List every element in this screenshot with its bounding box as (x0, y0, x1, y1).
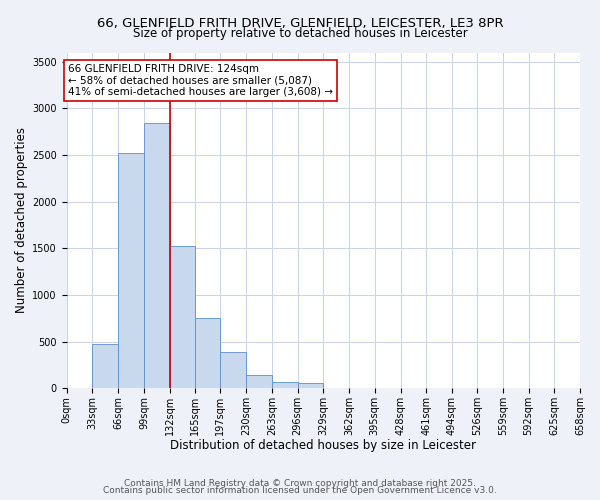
Bar (118, 153, 144, 388)
Text: 66, GLENFIELD FRITH DRIVE, GLENFIELD, LEICESTER, LE3 8PR: 66, GLENFIELD FRITH DRIVE, GLENFIELD, LE… (97, 18, 503, 30)
Bar (196, 318, 220, 388)
Bar (92, 344, 118, 388)
Bar (246, 376, 272, 388)
Bar (298, 383, 323, 388)
Text: Size of property relative to detached houses in Leicester: Size of property relative to detached ho… (133, 28, 467, 40)
Text: Contains public sector information licensed under the Open Government Licence v3: Contains public sector information licen… (103, 486, 497, 495)
Text: Contains HM Land Registry data © Crown copyright and database right 2025.: Contains HM Land Registry data © Crown c… (124, 478, 476, 488)
Bar (170, 246, 196, 388)
Y-axis label: Number of detached properties: Number of detached properties (15, 128, 28, 314)
Bar (144, 124, 170, 388)
X-axis label: Distribution of detached houses by size in Leicester: Distribution of detached houses by size … (170, 440, 476, 452)
Text: 66 GLENFIELD FRITH DRIVE: 124sqm
← 58% of detached houses are smaller (5,087)
41: 66 GLENFIELD FRITH DRIVE: 124sqm ← 58% o… (68, 64, 333, 97)
Bar (220, 352, 246, 389)
Bar (272, 382, 298, 388)
